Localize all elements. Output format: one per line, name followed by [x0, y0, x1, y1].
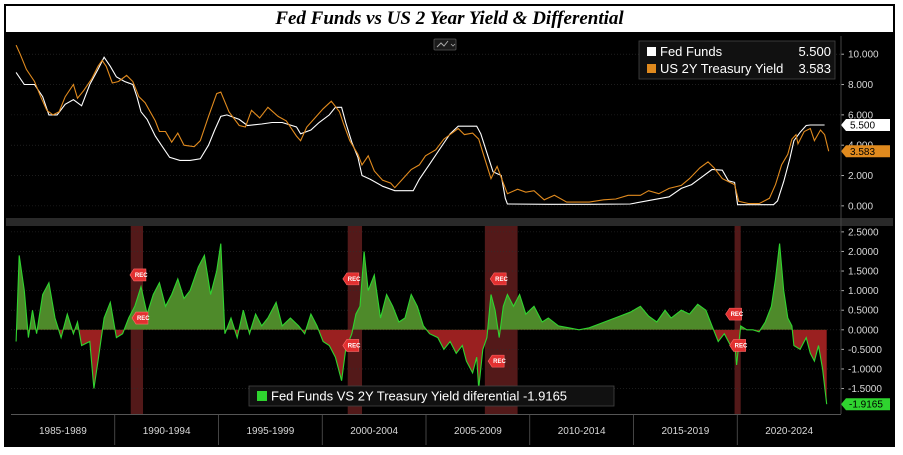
- legend-label: Fed Funds: [660, 44, 723, 59]
- differential-line: [15, 243, 828, 405]
- overlay: [433, 36, 842, 414]
- recession-marker: [487, 354, 505, 368]
- recession-marker: [342, 339, 360, 352]
- chart-title: Fed Funds vs US 2 Year Yield & Different…: [275, 8, 624, 29]
- x-tick-label: 2020-2024: [765, 426, 813, 437]
- bottom-y-tick-label: 0.5000: [848, 306, 879, 317]
- bottom-y-tick-label: 1.0000: [848, 286, 879, 297]
- bottom-y-tick-label: -1.0000: [848, 364, 882, 375]
- top-y-tick-label: 0.000: [848, 201, 873, 212]
- x-tick-label: 1995-1999: [246, 426, 294, 437]
- last-value-tag: [841, 119, 890, 132]
- chart-background: [6, 34, 893, 445]
- top-y-tick-label: 6.000: [848, 110, 873, 121]
- legend-swatch: [647, 47, 656, 56]
- legend-value: 3.583: [798, 61, 831, 76]
- recession-marker-label: REC: [135, 273, 148, 279]
- bottom-legend: Fed Funds VS 2Y Treasury Yield diferenti…: [248, 385, 615, 407]
- bottom-panel: -1.5000 -1.0000 -0.5000 0.0000 0.5000 1.0000 1…: [11, 226, 890, 414]
- legend-swatch: [647, 64, 656, 73]
- bottom-y-tick-label: 2.5000: [848, 227, 879, 238]
- legend-value: 5.500: [798, 44, 831, 59]
- bottom-y-tick-label: 0.0000: [848, 325, 879, 336]
- recession-marker-label: REC: [735, 343, 748, 349]
- recession-marker: [342, 272, 360, 286]
- last-value-tag-text: 3.583: [850, 147, 875, 158]
- legend-box: [638, 40, 836, 80]
- last-value-tag: [841, 145, 890, 158]
- legend-swatch: [257, 391, 267, 401]
- last-value-tag-text: -1.9165: [849, 400, 883, 411]
- series-line-fed-funds: [15, 56, 825, 206]
- x-tick-label: 2000-2004: [350, 426, 398, 437]
- x-tick-label: 2015-2019: [661, 426, 709, 437]
- differential-area-positive: [16, 243, 793, 330]
- last-value-tag-text: 5.500: [850, 121, 875, 132]
- top-y-tick-label: 2.000: [848, 171, 873, 182]
- recession-marker: [489, 272, 507, 286]
- recession-marker-label: REC: [348, 343, 361, 349]
- recession-marker-label: REC: [348, 277, 361, 283]
- x-axis: 1985-1989 1990-1994 1995-1999 2000-2004 2005…: [11, 414, 841, 445]
- x-tick-label: 1985-1989: [39, 426, 87, 437]
- recession-marker: [729, 339, 746, 352]
- legend-label: Fed Funds VS 2Y Treasury Yield diferenti…: [271, 389, 567, 404]
- x-tick-label: 1990-1994: [143, 426, 191, 437]
- recession-marker: [129, 268, 147, 282]
- recession-marker-label: REC: [731, 312, 744, 318]
- x-tick-label: 2005-2009: [454, 426, 502, 437]
- title-bar: Fed Funds vs US 2 Year Yield & Different…: [6, 6, 893, 34]
- chevron-down-icon: [450, 43, 456, 47]
- recession-marker-label: REC: [137, 316, 150, 322]
- recession-marker: [725, 307, 742, 321]
- differential-area-negative: [16, 329, 827, 405]
- panel-divider: [6, 218, 893, 226]
- recession-marker-label: REC: [493, 359, 506, 365]
- top-legend: Fed Funds 5.500 US 2Y Treasury Yield 3.583: [638, 40, 836, 80]
- x-tick-label: 2010-2014: [558, 426, 606, 437]
- legend-label: US 2Y Treasury Yield: [660, 61, 783, 76]
- bottom-y-tick-label: 2.0000: [848, 247, 879, 258]
- bottom-y-tick-label: -1.5000: [848, 384, 882, 395]
- legend-box: [248, 385, 615, 407]
- bottom-y-tick-label: -0.5000: [848, 345, 882, 356]
- chart-line-icon: [436, 40, 449, 48]
- top-y-tick-label: 10.000: [848, 50, 879, 61]
- recession-marker: [131, 311, 149, 325]
- recession-marker-label: REC: [495, 277, 508, 283]
- bottom-y-tick-label: 1.5000: [848, 267, 879, 278]
- last-value-tag: [841, 398, 890, 411]
- series-line-us-2y-yield: [15, 44, 830, 205]
- top-y-tick-label: 8.000: [848, 80, 873, 91]
- chart-frame: Fed Funds vs US 2 Year Yield & Different…: [4, 4, 895, 447]
